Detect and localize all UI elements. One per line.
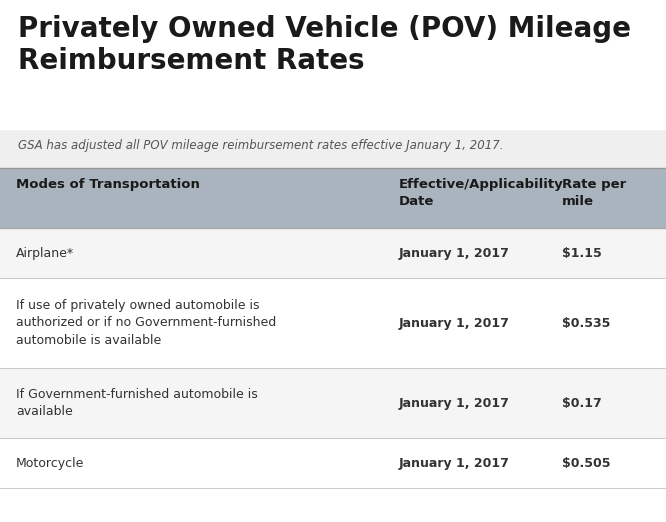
Text: $0.17: $0.17 xyxy=(562,397,602,409)
Text: Privately Owned Vehicle (POV) Mileage: Privately Owned Vehicle (POV) Mileage xyxy=(18,15,631,43)
Text: If Government-furnished automobile is
available: If Government-furnished automobile is av… xyxy=(16,388,258,418)
Bar xyxy=(0,168,666,228)
Bar xyxy=(0,130,666,168)
Text: Reimbursement Rates: Reimbursement Rates xyxy=(18,47,364,75)
Text: Airplane*: Airplane* xyxy=(16,246,74,259)
Text: If use of privately owned automobile is
authorized or if no Government-furnished: If use of privately owned automobile is … xyxy=(16,299,276,347)
Text: January 1, 2017: January 1, 2017 xyxy=(399,457,510,469)
Bar xyxy=(0,228,666,278)
Text: $0.535: $0.535 xyxy=(562,316,611,329)
Bar xyxy=(0,278,666,368)
Text: GSA has adjusted all POV mileage reimbursement rates effective January 1, 2017.: GSA has adjusted all POV mileage reimbur… xyxy=(18,139,503,152)
Bar xyxy=(0,438,666,488)
Text: Motorcycle: Motorcycle xyxy=(16,457,85,469)
Text: Effective/Applicability
Date: Effective/Applicability Date xyxy=(399,178,563,208)
Text: $0.505: $0.505 xyxy=(562,457,611,469)
Text: Modes of Transportation: Modes of Transportation xyxy=(16,178,200,191)
Text: January 1, 2017: January 1, 2017 xyxy=(399,316,510,329)
Text: January 1, 2017: January 1, 2017 xyxy=(399,246,510,259)
Bar xyxy=(0,368,666,438)
Text: Rate per
mile: Rate per mile xyxy=(562,178,626,208)
Text: January 1, 2017: January 1, 2017 xyxy=(399,397,510,409)
Text: $1.15: $1.15 xyxy=(562,246,602,259)
